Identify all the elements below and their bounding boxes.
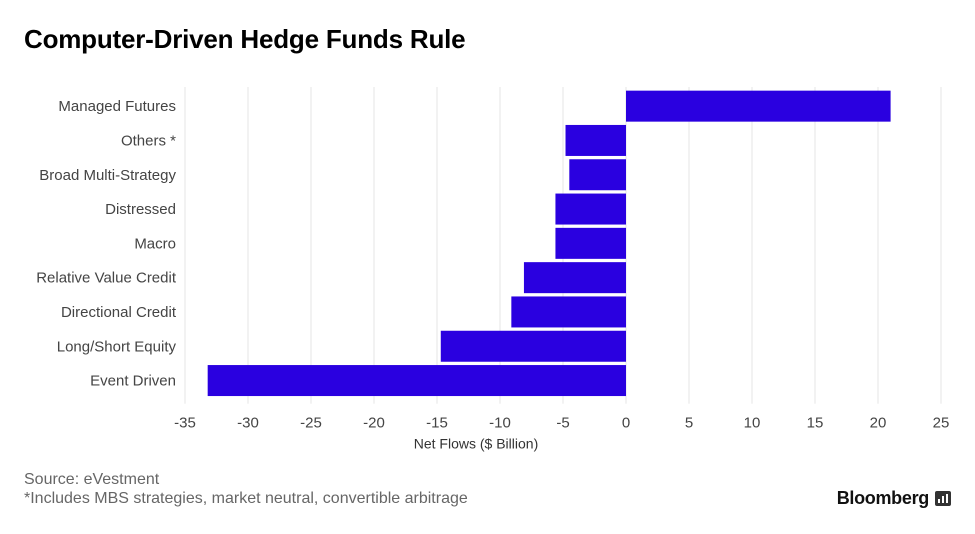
bar xyxy=(555,227,626,259)
bar xyxy=(207,365,626,397)
category-label: Managed Futures xyxy=(58,98,176,115)
bloomberg-chart-icon xyxy=(935,491,951,506)
bar xyxy=(569,159,626,191)
x-tick-label: -35 xyxy=(174,415,196,432)
category-label: Macro xyxy=(134,235,176,252)
x-tick-label: -15 xyxy=(426,415,448,432)
bar xyxy=(565,124,626,156)
x-tick-label: 20 xyxy=(870,415,887,432)
category-label: Distressed xyxy=(105,201,176,218)
x-axis-label: Net Flows ($ Billion) xyxy=(414,436,538,452)
category-label: Event Driven xyxy=(90,373,176,390)
bar xyxy=(523,262,626,294)
bar xyxy=(626,90,891,122)
footnote: *Includes MBS strategies, market neutral… xyxy=(24,490,468,507)
category-label: Long/Short Equity xyxy=(57,338,177,355)
bar xyxy=(555,193,626,225)
bar xyxy=(440,330,626,362)
x-tick-label: -20 xyxy=(363,415,385,432)
x-tick-label: 15 xyxy=(807,415,824,432)
x-tick-label: 10 xyxy=(744,415,761,432)
x-tick-labels: -35 -30 -25 -20 -15 -10 -5 0 5 10 15 20 25 xyxy=(174,415,949,432)
x-tick-label: 5 xyxy=(685,415,693,432)
x-tick-label: -5 xyxy=(556,415,569,432)
x-tick-label: -30 xyxy=(237,415,259,432)
category-label: Relative Value Credit xyxy=(36,270,177,287)
category-label: Directional Credit xyxy=(61,304,177,321)
brand-logo: Bloomberg xyxy=(837,488,951,509)
x-tick-label: 25 xyxy=(933,415,950,432)
category-label: Broad Multi-Strategy xyxy=(39,167,176,184)
x-tick-label: -25 xyxy=(300,415,322,432)
chart-title: Computer-Driven Hedge Funds Rule xyxy=(24,24,466,54)
source-note: Source: eVestment xyxy=(24,471,160,488)
category-labels: Managed Futures Others * Broad Multi-Strat… xyxy=(36,98,177,389)
category-label: Others * xyxy=(121,132,176,149)
bars xyxy=(207,90,891,397)
brand-name: Bloomberg xyxy=(836,488,930,508)
x-tick-label: 0 xyxy=(622,415,630,432)
x-tick-label: -10 xyxy=(489,415,511,432)
bar xyxy=(511,296,626,328)
